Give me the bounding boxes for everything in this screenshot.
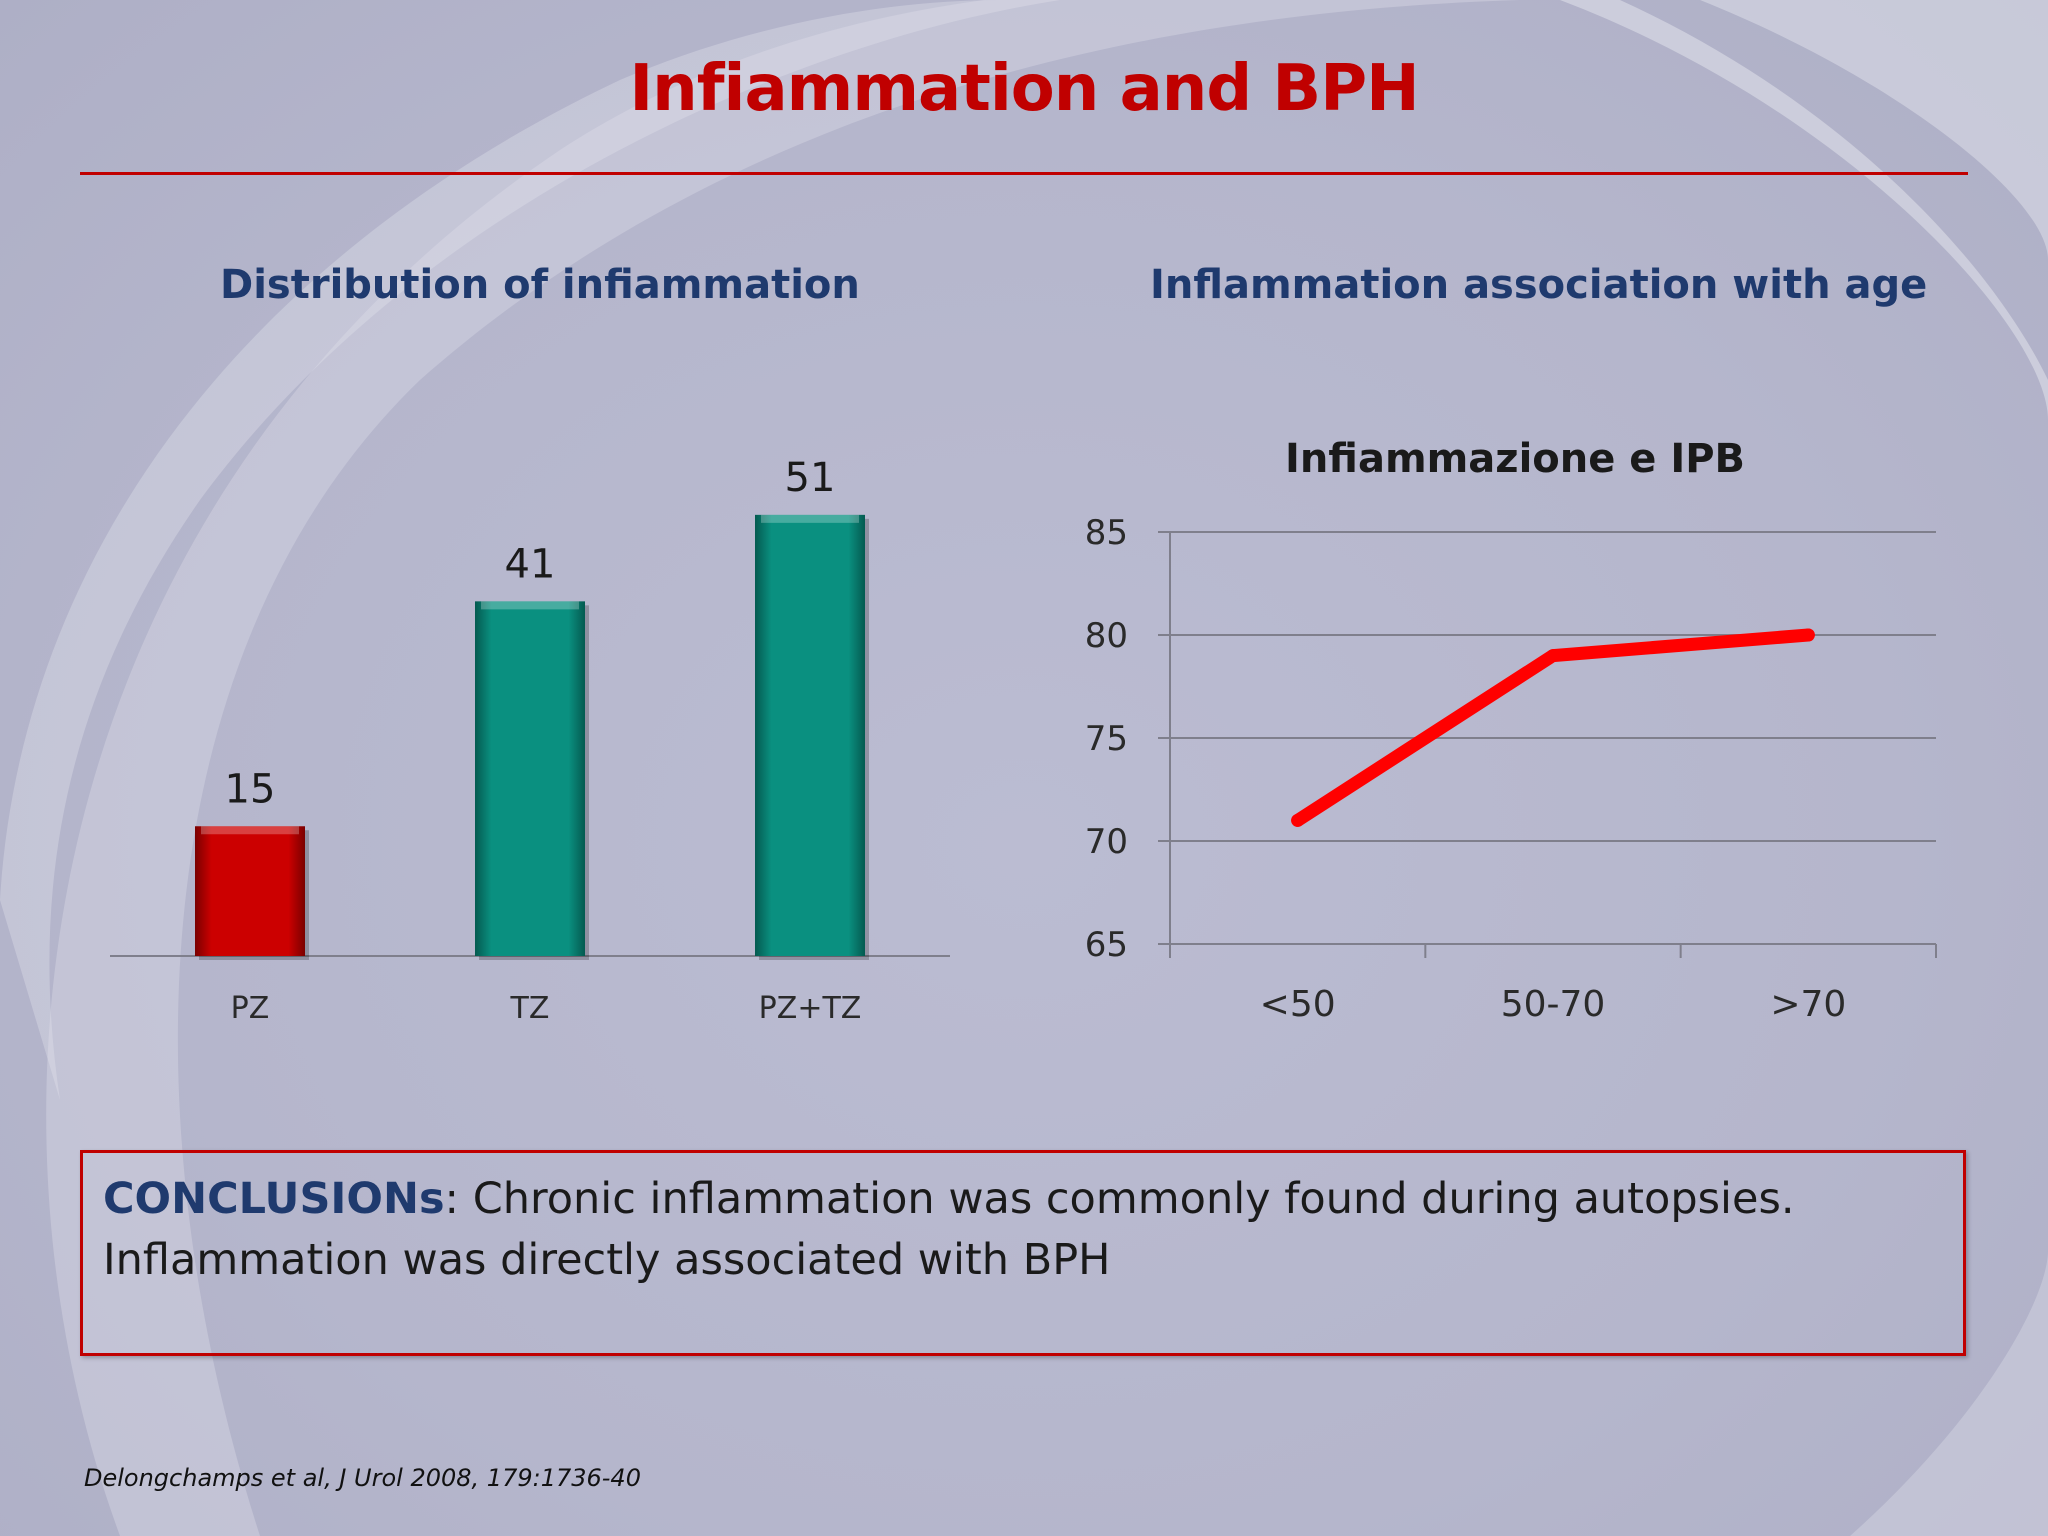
bar-category-label: PZ+TZ xyxy=(759,991,862,1026)
conclusion-label: CONCLUSIONs xyxy=(103,1174,445,1224)
y-tick-label: 85 xyxy=(1085,513,1128,553)
conclusion-box: CONCLUSIONs: Chronic inflammation was co… xyxy=(80,1150,1966,1356)
data-point xyxy=(1546,649,1560,663)
bar-value-label: 51 xyxy=(785,455,836,501)
bar-tz xyxy=(475,601,585,956)
x-tick-label: <50 xyxy=(1260,984,1336,1025)
y-tick-label: 75 xyxy=(1085,719,1128,759)
bar-category-label: TZ xyxy=(510,991,550,1026)
bar-highlight xyxy=(761,514,859,523)
x-tick-label: 50-70 xyxy=(1501,984,1606,1025)
conclusion-text: CONCLUSIONs: Chronic inflammation was co… xyxy=(103,1169,1943,1291)
bar-pz xyxy=(195,826,305,956)
y-tick-label: 80 xyxy=(1085,616,1128,656)
conclusion-line2: Inflammation was directly associated wit… xyxy=(103,1235,1111,1285)
bar-pz-tz xyxy=(755,514,865,956)
citation: Delongchamps et al, J Urol 2008, 179:173… xyxy=(84,1464,641,1492)
y-tick-label: 70 xyxy=(1085,822,1128,862)
conclusion-line1: : Chronic inflammation was commonly foun… xyxy=(444,1174,1795,1224)
y-tick-label: 65 xyxy=(1085,925,1128,965)
line-chart-title: Infiammazione e IPB xyxy=(1285,436,1745,482)
bar-value-label: 15 xyxy=(225,766,276,812)
bar-highlight xyxy=(481,601,579,610)
slide-title: Infiammation and BPH xyxy=(629,52,1419,126)
bar-value-label: 41 xyxy=(505,541,556,587)
x-tick-label: >70 xyxy=(1770,984,1846,1025)
data-point xyxy=(1291,813,1305,827)
right-chart-heading: Inflammation association with age xyxy=(1150,262,1928,308)
title-divider xyxy=(80,172,1968,175)
bar-category-label: PZ xyxy=(231,991,270,1026)
data-line xyxy=(1291,628,1815,827)
data-point xyxy=(1801,628,1815,642)
bar-highlight xyxy=(201,826,299,835)
left-chart-heading: Distribution of infiammation xyxy=(220,262,860,308)
